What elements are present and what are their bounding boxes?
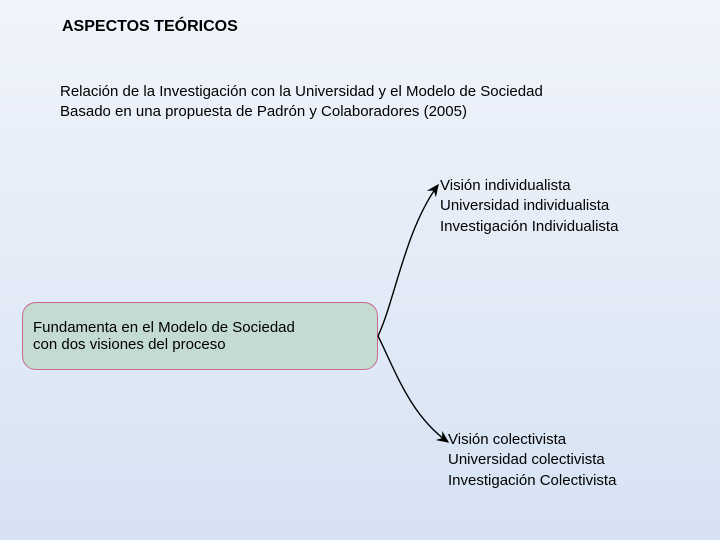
arrow-to-bottom-branch bbox=[378, 336, 448, 442]
arrow-to-top-branch bbox=[378, 185, 438, 336]
connector-arrows bbox=[0, 0, 720, 540]
